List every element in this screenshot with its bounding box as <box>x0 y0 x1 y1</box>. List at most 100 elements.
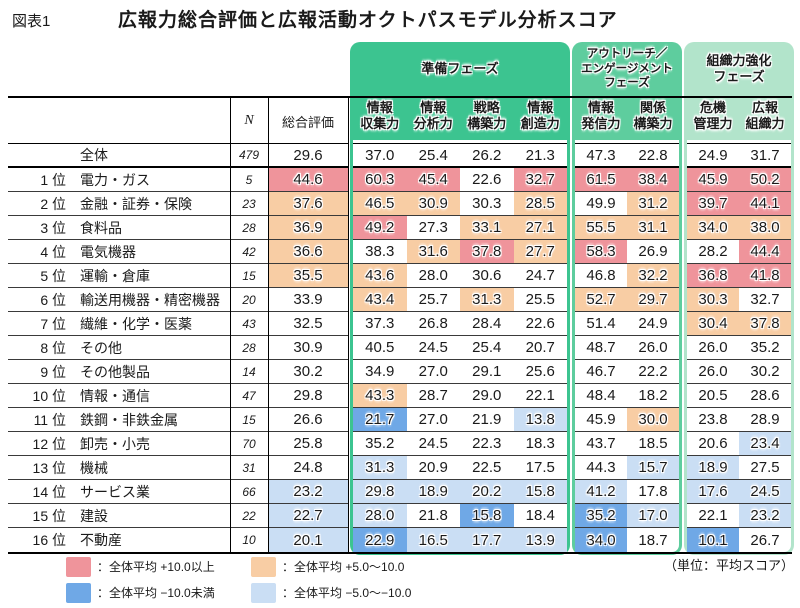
industry-name: 機械 <box>80 459 108 476</box>
score-cell: 26.0 <box>698 339 728 356</box>
score-cell: 45.9 <box>687 168 739 191</box>
score-cell: 34.0 <box>575 528 627 552</box>
score-cell: 20.7 <box>525 339 555 356</box>
score-cell: 23.2 <box>739 504 791 527</box>
table-row: 45.9 30.0 <box>575 408 679 432</box>
score-cell: 51.4 <box>586 315 616 332</box>
score-cell: 31.3 <box>460 288 514 311</box>
sample-size: 31 <box>242 460 256 475</box>
score-cell: 21.8 <box>418 507 448 524</box>
score-cell: 55.5 <box>575 216 627 239</box>
table-bottom-border <box>8 552 792 554</box>
score-cell: 18.7 <box>638 531 668 549</box>
score-cell: 25.7 <box>418 291 448 308</box>
rank-label: 9 位 <box>40 363 66 380</box>
score-cell: 24.7 <box>525 267 555 284</box>
score-cell: 41.8 <box>739 264 791 287</box>
score-cell: 16.5 <box>406 528 460 552</box>
table-row: 全体 479 29.6 <box>8 144 348 168</box>
score-cell: 44.4 <box>739 240 791 263</box>
rank-label: 14 位 <box>32 483 66 500</box>
table-row: 8 位その他 28 30.9 <box>8 336 348 360</box>
phase-score-rows: 24.9 31.7 45.9 50.2 39.7 44.1 34.0 38.0 28.2 44.4… <box>687 144 791 552</box>
score-cell: 46.7 <box>586 363 616 380</box>
table-row: 21.7 27.0 21.9 13.8 <box>353 408 567 432</box>
table-row: 31.3 20.9 22.5 17.5 <box>353 456 567 480</box>
figure-number-label: 図表1 <box>12 13 51 30</box>
overall-score-cell: 29.6 <box>293 146 323 164</box>
score-cell: 27.0 <box>418 411 448 428</box>
score-cell: 22.9 <box>353 528 407 552</box>
sample-size: 42 <box>242 244 256 259</box>
rank-label: 16 位 <box>32 532 66 548</box>
score-cell: 29.0 <box>472 387 502 404</box>
rank-label: 2 位 <box>40 195 66 212</box>
column-header-overall: 総合評価 <box>281 114 334 130</box>
rank-label: 13 位 <box>32 459 66 476</box>
rank-label: 1 位 <box>40 171 66 188</box>
table-row: 48.4 18.2 <box>575 384 679 408</box>
score-cell: 27.1 <box>513 216 567 239</box>
table-row: 47.3 22.8 <box>575 144 679 168</box>
table-row: 22.1 23.2 <box>687 504 791 528</box>
table-row: 26.0 35.2 <box>687 336 791 360</box>
table-row: 34.0 18.7 <box>575 528 679 552</box>
score-cell: 20.2 <box>460 480 514 503</box>
column-header: 戦略 構築力 <box>467 100 507 132</box>
phase-label: 準備フェーズ <box>421 61 499 77</box>
score-cell: 28.4 <box>472 315 502 332</box>
table-row: 46.5 30.9 30.3 28.5 <box>353 192 567 216</box>
overall-score-cell: 25.8 <box>293 435 323 452</box>
legend-label: ：全体平均 +10.0以上 <box>97 560 215 574</box>
sample-size: 14 <box>242 364 256 379</box>
score-cell: 44.1 <box>739 192 791 215</box>
score-cell: 25.6 <box>525 363 555 380</box>
industry-name: 情報・通信 <box>80 387 150 404</box>
score-cell: 24.5 <box>418 435 448 452</box>
score-cell: 22.1 <box>525 387 555 404</box>
score-cell: 18.2 <box>638 387 668 404</box>
score-cell: 31.6 <box>406 240 460 263</box>
score-cell: 22.5 <box>472 459 502 476</box>
table-row: 43.4 25.7 31.3 25.5 <box>353 288 567 312</box>
score-cell: 37.3 <box>365 315 395 332</box>
sample-size: 5 <box>245 172 253 187</box>
score-cell: 21.9 <box>472 411 502 428</box>
divider <box>348 96 349 554</box>
legend-swatch-minus10 <box>66 583 91 603</box>
score-cell: 15.8 <box>460 504 514 527</box>
table-row: 28.0 21.8 15.8 18.4 <box>353 504 567 528</box>
table-row: 5 位運輸・倉庫 15 35.5 <box>8 264 348 288</box>
score-cell: 30.3 <box>472 195 502 212</box>
score-cell: 27.0 <box>418 363 448 380</box>
score-cell: 28.0 <box>418 267 448 284</box>
table-top-border <box>8 96 792 98</box>
industry-name: 繊維・化学・医薬 <box>80 315 192 332</box>
score-cell: 24.9 <box>698 146 728 164</box>
overall-score-cell: 30.9 <box>293 339 323 356</box>
industry-name: サービス業 <box>80 483 150 500</box>
score-cell: 34.0 <box>687 216 739 239</box>
column-header: 関係 構築力 <box>633 100 673 132</box>
score-cell: 35.2 <box>750 339 780 356</box>
table-row: 49.2 27.3 33.1 27.1 <box>353 216 567 240</box>
figure-title: 広報力総合評価と広報活動オクトパスモデル分析スコア <box>118 10 618 31</box>
score-cell: 28.9 <box>750 411 780 428</box>
industry-name: 金融・証券・保険 <box>80 195 192 212</box>
score-cell: 27.7 <box>513 240 567 263</box>
legend-swatch-plus5 <box>251 557 276 577</box>
overall-score-cell: 24.8 <box>293 459 323 476</box>
score-cell: 23.8 <box>698 411 728 428</box>
score-cell: 26.2 <box>472 146 502 164</box>
sample-size: 23 <box>242 196 256 211</box>
table-row: 46.8 32.2 <box>575 264 679 288</box>
industry-name: 電気機器 <box>80 243 136 260</box>
score-cell: 43.4 <box>353 288 407 311</box>
score-cell: 49.2 <box>353 216 407 239</box>
score-cell: 31.7 <box>750 146 780 164</box>
industry-name: 鉄鋼・非鉄金属 <box>80 411 178 428</box>
rank-label: 12 位 <box>32 435 66 452</box>
score-cell: 18.9 <box>406 480 460 503</box>
score-cell: 37.8 <box>460 240 514 263</box>
rank-label: 3 位 <box>40 219 66 236</box>
